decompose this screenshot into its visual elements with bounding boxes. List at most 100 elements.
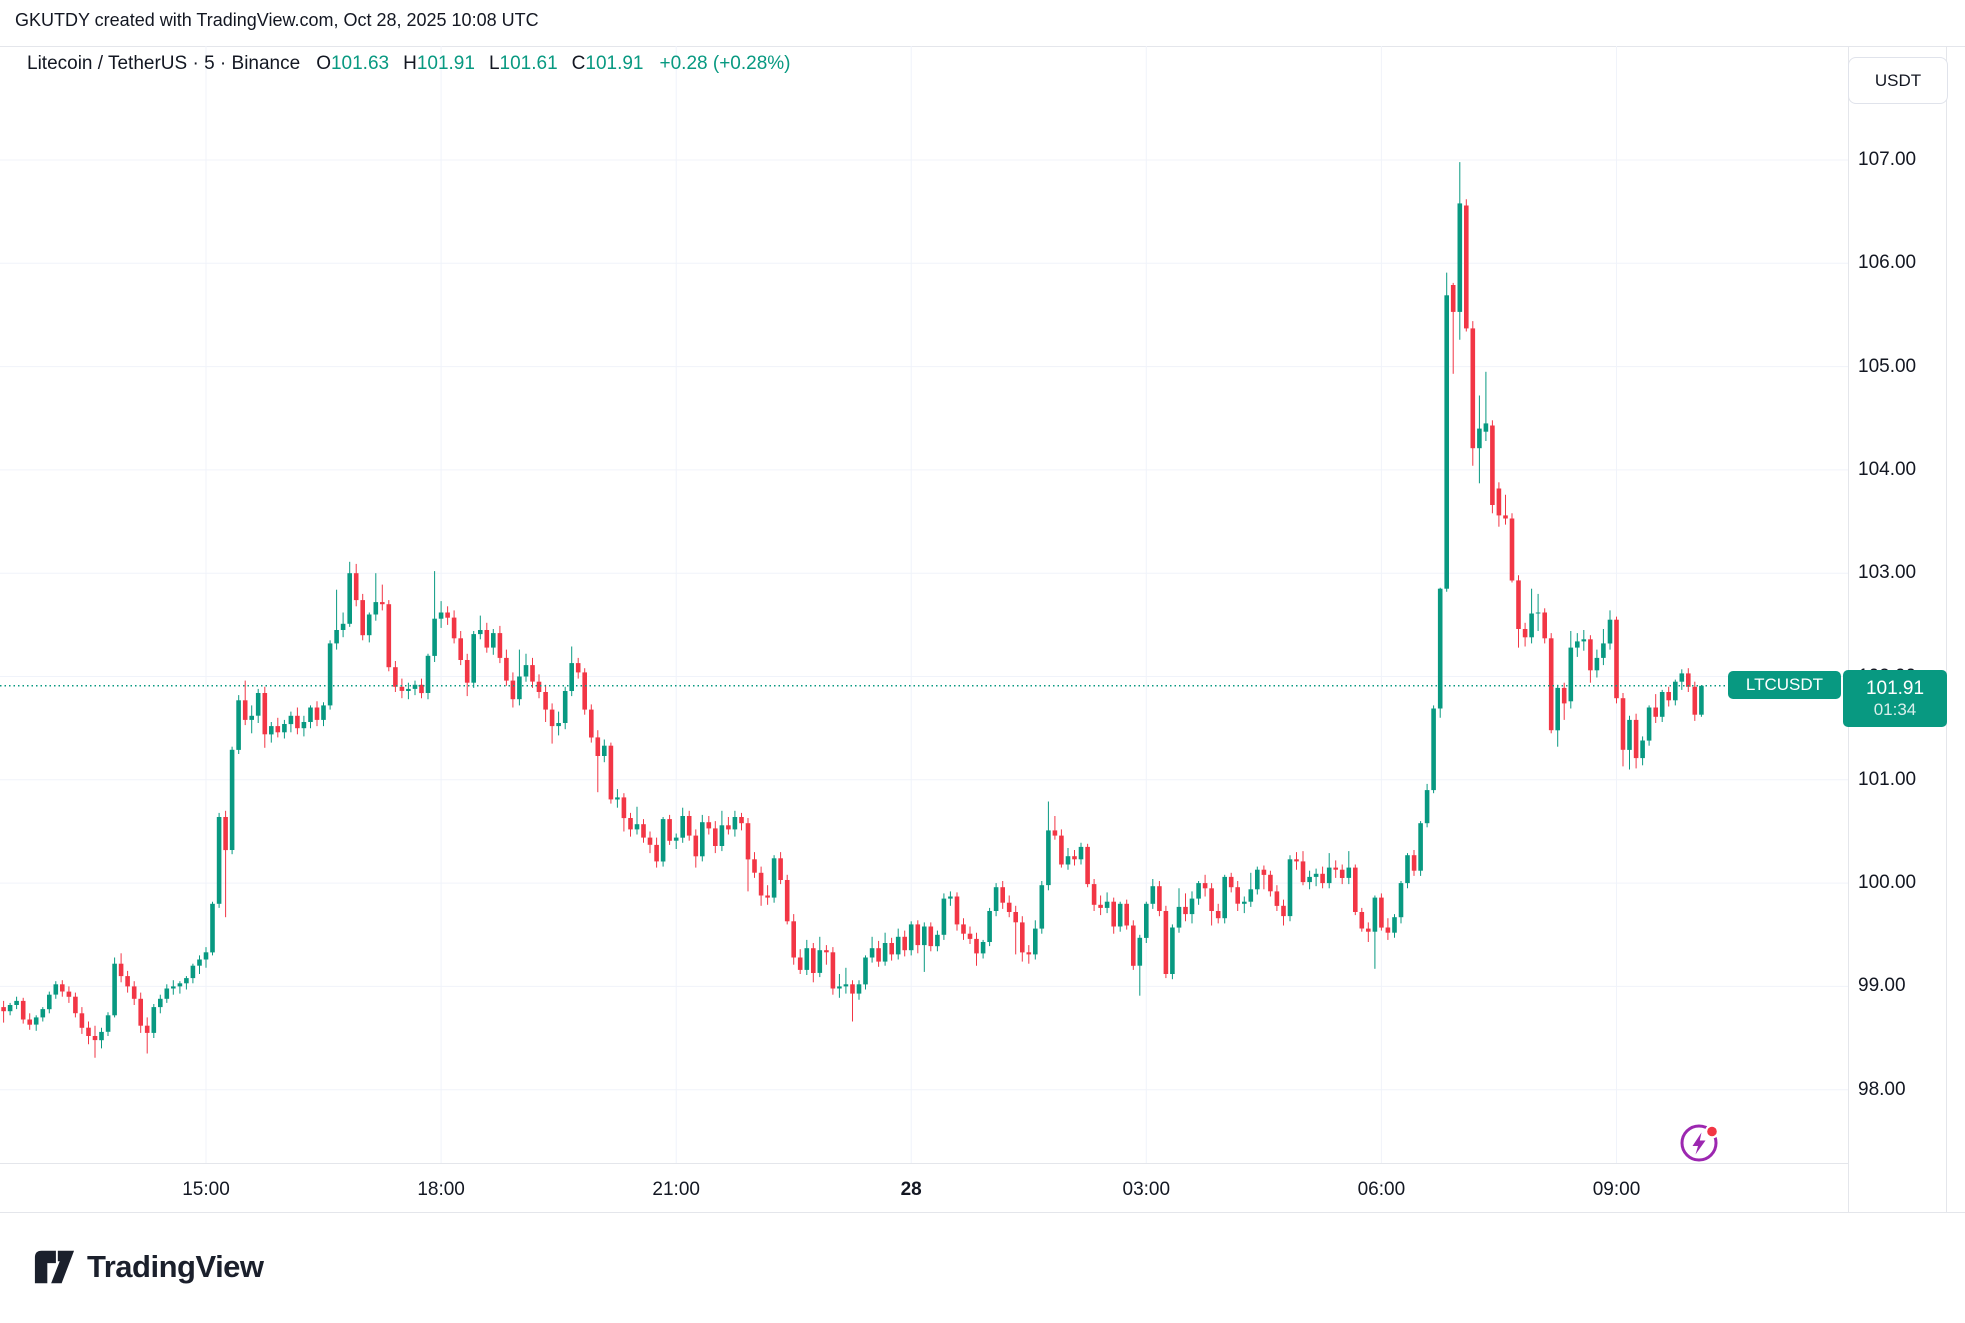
candle-body bbox=[1470, 328, 1476, 449]
candle-body bbox=[1529, 613, 1534, 638]
candle-body bbox=[1346, 867, 1352, 878]
candle-body bbox=[1699, 685, 1704, 715]
candle-body bbox=[1379, 897, 1384, 928]
symbol-legend[interactable]: Litecoin / TetherUS · 5 · Binance O101.6… bbox=[27, 53, 791, 75]
candle-body bbox=[1196, 883, 1201, 899]
candle-body bbox=[269, 726, 274, 735]
candle-body bbox=[634, 824, 640, 830]
candle-body bbox=[824, 950, 829, 953]
candle-body bbox=[1150, 886, 1156, 904]
candle-body bbox=[1098, 904, 1103, 908]
candle-body bbox=[797, 957, 803, 970]
candle-body bbox=[726, 825, 731, 830]
candle-body bbox=[980, 942, 986, 954]
time-axis[interactable]: 15:00 18:00 21:00 28 03:00 06:00 09:00 bbox=[0, 1163, 1848, 1212]
candle-body bbox=[1222, 876, 1227, 919]
flash-notification-icon[interactable] bbox=[1676, 1119, 1722, 1165]
candle-body bbox=[1477, 428, 1482, 449]
candle-body bbox=[1496, 488, 1502, 516]
candle-body bbox=[184, 978, 189, 984]
candle-body bbox=[79, 1013, 85, 1028]
candlestick-plot[interactable] bbox=[0, 46, 1848, 1163]
candle-body bbox=[941, 898, 947, 935]
candle-body bbox=[719, 825, 725, 846]
candle-body bbox=[641, 824, 646, 838]
candle-body bbox=[92, 1036, 98, 1041]
candle-body bbox=[771, 858, 777, 898]
candle-body bbox=[1542, 612, 1547, 639]
candle-body bbox=[1281, 905, 1286, 917]
tradingview-wordmark: TradingView bbox=[87, 1249, 264, 1284]
candle-body bbox=[1320, 873, 1325, 884]
candle-body bbox=[1601, 643, 1606, 658]
candle-body bbox=[1575, 641, 1580, 648]
candle-body bbox=[1483, 423, 1489, 432]
price-axis-left-border bbox=[1848, 46, 1849, 1212]
candle-body bbox=[1209, 888, 1214, 911]
candle-body bbox=[817, 950, 823, 973]
candle-body bbox=[1157, 886, 1162, 911]
candle-body bbox=[1646, 707, 1652, 741]
candle-body bbox=[1424, 790, 1430, 824]
lightning-bolt-icon bbox=[1692, 1132, 1706, 1155]
candle-body bbox=[856, 984, 862, 994]
candle-body bbox=[713, 828, 718, 846]
candle-body bbox=[882, 943, 888, 962]
candle-body bbox=[1013, 912, 1018, 923]
open-value: O101.63 bbox=[316, 53, 390, 74]
candle-body bbox=[987, 911, 992, 942]
candle-body bbox=[419, 684, 424, 694]
candle-body bbox=[60, 984, 65, 992]
candle-body bbox=[1268, 874, 1273, 892]
candle-body bbox=[301, 722, 307, 729]
candle-body bbox=[1555, 687, 1560, 731]
currency-toggle-button[interactable]: USDT bbox=[1848, 57, 1948, 104]
candle-body bbox=[1620, 698, 1626, 750]
high-value: H101.91 bbox=[403, 53, 475, 74]
candle-body bbox=[445, 612, 450, 618]
candle-body bbox=[1353, 867, 1358, 912]
candle-body bbox=[327, 643, 333, 706]
candle-body bbox=[1418, 823, 1423, 871]
candle-body bbox=[647, 837, 653, 845]
candle-body bbox=[974, 938, 979, 954]
candle-body bbox=[288, 715, 294, 725]
candle-body bbox=[1202, 883, 1208, 889]
symbol-title[interactable]: Litecoin / TetherUS · 5 · Binance bbox=[27, 53, 301, 74]
snapshot-attribution: GKUTDY created with TradingView.com, Oct… bbox=[15, 10, 539, 30]
candle-body bbox=[1000, 887, 1005, 903]
candle-body bbox=[347, 573, 352, 624]
candle-body bbox=[360, 600, 365, 636]
candle-body bbox=[47, 994, 52, 1010]
candle-body bbox=[830, 952, 836, 989]
candle-body bbox=[425, 655, 431, 693]
candle-body bbox=[967, 933, 973, 939]
candle-body bbox=[105, 1015, 111, 1032]
price-axis-label: 103.00 bbox=[1858, 562, 1917, 584]
candle-body bbox=[262, 693, 268, 735]
candle-body bbox=[406, 688, 411, 691]
candle-body bbox=[118, 963, 124, 977]
candle-body bbox=[1235, 887, 1240, 904]
last-price-badge: 101.91 01:34 bbox=[1843, 670, 1947, 727]
candle-body bbox=[464, 660, 470, 683]
candle-body bbox=[1059, 835, 1064, 865]
candle-body bbox=[1326, 867, 1332, 884]
tradingview-footer-logo[interactable]: TradingView bbox=[33, 1248, 264, 1286]
candle-body bbox=[151, 1007, 157, 1033]
candle-body bbox=[1137, 937, 1143, 966]
candle-body bbox=[869, 948, 875, 958]
candle-body bbox=[1287, 859, 1293, 917]
candle-body bbox=[654, 844, 659, 862]
candle-body bbox=[340, 623, 346, 630]
candle-body bbox=[954, 896, 960, 925]
candle-body bbox=[432, 618, 437, 656]
price-axis[interactable]: 107.00106.00105.00104.00103.00102.00101.… bbox=[1848, 46, 1965, 1163]
candle-body bbox=[778, 858, 783, 880]
candle-body bbox=[216, 817, 222, 904]
time-axis-label: 15:00 bbox=[182, 1179, 230, 1200]
candle-body bbox=[275, 726, 281, 733]
candle-body bbox=[1392, 917, 1397, 933]
candle-body bbox=[1039, 885, 1045, 929]
candle-body bbox=[1026, 952, 1032, 955]
